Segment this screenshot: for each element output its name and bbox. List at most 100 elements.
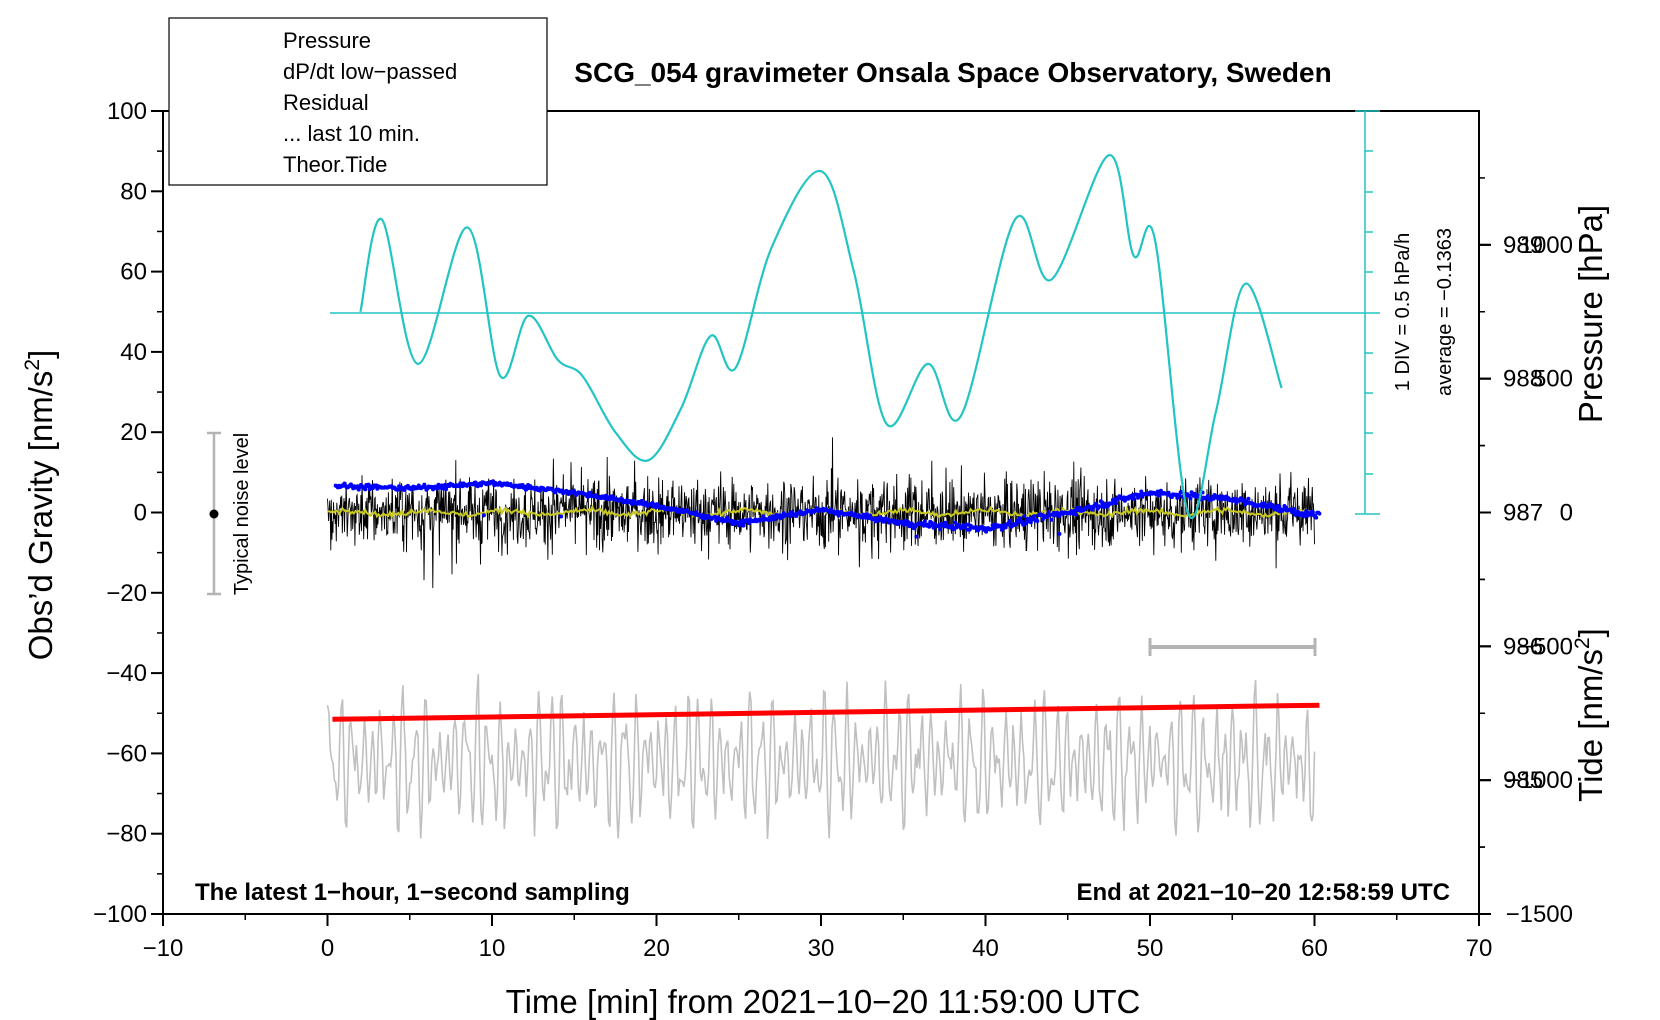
y-tick-label: −100 (93, 901, 147, 928)
pressure-point (914, 534, 919, 539)
pressure-point (588, 490, 593, 495)
y-tick-label: 100 (107, 98, 147, 125)
pressure-point (1028, 520, 1033, 525)
pressure-point (694, 510, 699, 514)
x-tick-label: 60 (1301, 935, 1328, 962)
y-tick-label: −80 (106, 821, 147, 848)
end-time-note: End at 2021−10−20 12:58:59 UTC (1076, 879, 1450, 906)
pressure-point (868, 513, 873, 518)
pressure-point (639, 498, 644, 503)
tide-series (332, 702, 1320, 722)
pressure-point (1003, 525, 1008, 530)
y-tick-label: 0 (134, 500, 147, 527)
dpdt-scale-ruler (1355, 110, 1380, 515)
dpdt-series (359, 154, 1283, 520)
y-axis-left: 100 80 60 40 20 0 −20 −40 −60 −80 −100 (93, 98, 163, 928)
y-tick-label: −40 (106, 660, 147, 687)
legend-label-dpdt: dP/dt low−passed (283, 59, 457, 84)
y-axis-pressure-title: Pressure [hPa] (1572, 205, 1609, 423)
pressure-point (1292, 507, 1297, 511)
pressure-point (974, 525, 979, 530)
noise-level-label: Typical noise level (231, 433, 253, 595)
pressure-point (1094, 502, 1099, 507)
pressure-tick-label: 987 (1503, 500, 1543, 527)
pressure-point (367, 487, 372, 492)
pressure-point (1049, 517, 1054, 522)
y-tick-label: 80 (120, 178, 147, 205)
residual-series (327, 437, 1315, 589)
pressure-point (1023, 521, 1028, 526)
pressure-point (938, 527, 943, 532)
legend-label-residual: Residual (283, 90, 369, 115)
pressure-point (943, 520, 948, 525)
pressure-point (991, 526, 996, 530)
y-tick-label: −20 (106, 580, 147, 607)
legend-box (168, 17, 548, 186)
pressure-point (1097, 504, 1102, 509)
pressure-series (333, 479, 1322, 539)
dpdt-average-label: average = −0.1363 (1434, 228, 1456, 396)
pressure-tick-label: 989 (1503, 232, 1543, 259)
pressure-tick-label: 985 (1503, 767, 1543, 794)
tide-line (332, 702, 1320, 722)
y-axis-tide-title: Tide [nm/s2] (1571, 628, 1609, 802)
x-tick-label: 20 (643, 935, 670, 962)
y-axis-left-title: Obs’d Gravity [nm/s2] (21, 350, 59, 661)
pressure-point (1310, 510, 1315, 515)
pressure-point (586, 494, 591, 499)
pressure-point (1314, 515, 1319, 520)
pressure-point (1317, 511, 1322, 516)
pressure-point (880, 516, 885, 521)
pressure-point (1073, 512, 1078, 517)
sampling-note: The latest 1−hour, 1−second sampling (195, 879, 630, 906)
pressure-point (363, 487, 368, 492)
pressure-point (479, 483, 484, 488)
y-tick-label: −60 (106, 740, 147, 767)
x-axis-title: Time [min] from 2021−10−20 11:59:00 UTC (506, 983, 1141, 1020)
pressure-point (1035, 519, 1040, 523)
pressure-tick-label: 988 (1503, 366, 1543, 393)
pressure-point (481, 513, 486, 518)
pressure-point (1008, 518, 1013, 523)
last-10-min-series (326, 673, 1316, 840)
pressure-point (1114, 501, 1119, 506)
dpdt-line (359, 154, 1283, 520)
pressure-point (922, 519, 927, 524)
pressure-tick-label: 986 (1503, 633, 1543, 660)
pressure-point (927, 524, 932, 529)
residual-line (327, 437, 1315, 589)
pressure-point (1014, 522, 1019, 526)
tide-tick-label: −1500 (1506, 901, 1573, 928)
tide-tick-label: −1000 (1506, 767, 1573, 794)
y-axis-pressure: 989 988 987 986 985 (1479, 177, 1543, 848)
x-axis: −10 0 10 20 30 40 50 60 70 (143, 914, 1493, 962)
pressure-point (629, 502, 634, 506)
pressure-point (1277, 504, 1281, 509)
pressure-point (984, 529, 989, 534)
pressure-point (1246, 496, 1251, 501)
x-tick-label: −10 (143, 935, 184, 962)
pressure-point (1017, 516, 1022, 521)
pressure-point (1205, 494, 1210, 499)
pressure-point (1032, 514, 1037, 519)
x-tick-label: 10 (479, 935, 506, 962)
pressure-point (559, 514, 564, 519)
tide-tick-label: −500 (1519, 633, 1573, 660)
y-tick-label: 20 (120, 419, 147, 446)
pressure-point (1302, 514, 1307, 519)
x-tick-label: 50 (1137, 935, 1164, 962)
x-tick-label: 30 (808, 935, 835, 962)
dpdt-scale-label: 1 DIV = 0.5 hPa/h (1392, 233, 1414, 391)
y-axis-tide: 1000 500 0 −500 −1000 −1500 (1479, 232, 1573, 928)
x-tick-label: 70 (1466, 935, 1493, 962)
y-tick-label: 60 (120, 259, 147, 286)
noise-level-bar (207, 431, 221, 596)
pressure-point (1188, 496, 1193, 501)
tide-tick-label: 1000 (1520, 232, 1573, 259)
pressure-point (1260, 504, 1265, 509)
pressure-point (1131, 496, 1136, 501)
tide-tick-label: 500 (1533, 366, 1573, 393)
last-10-min-span-bar (1148, 638, 1317, 656)
pressure-point (999, 527, 1004, 532)
